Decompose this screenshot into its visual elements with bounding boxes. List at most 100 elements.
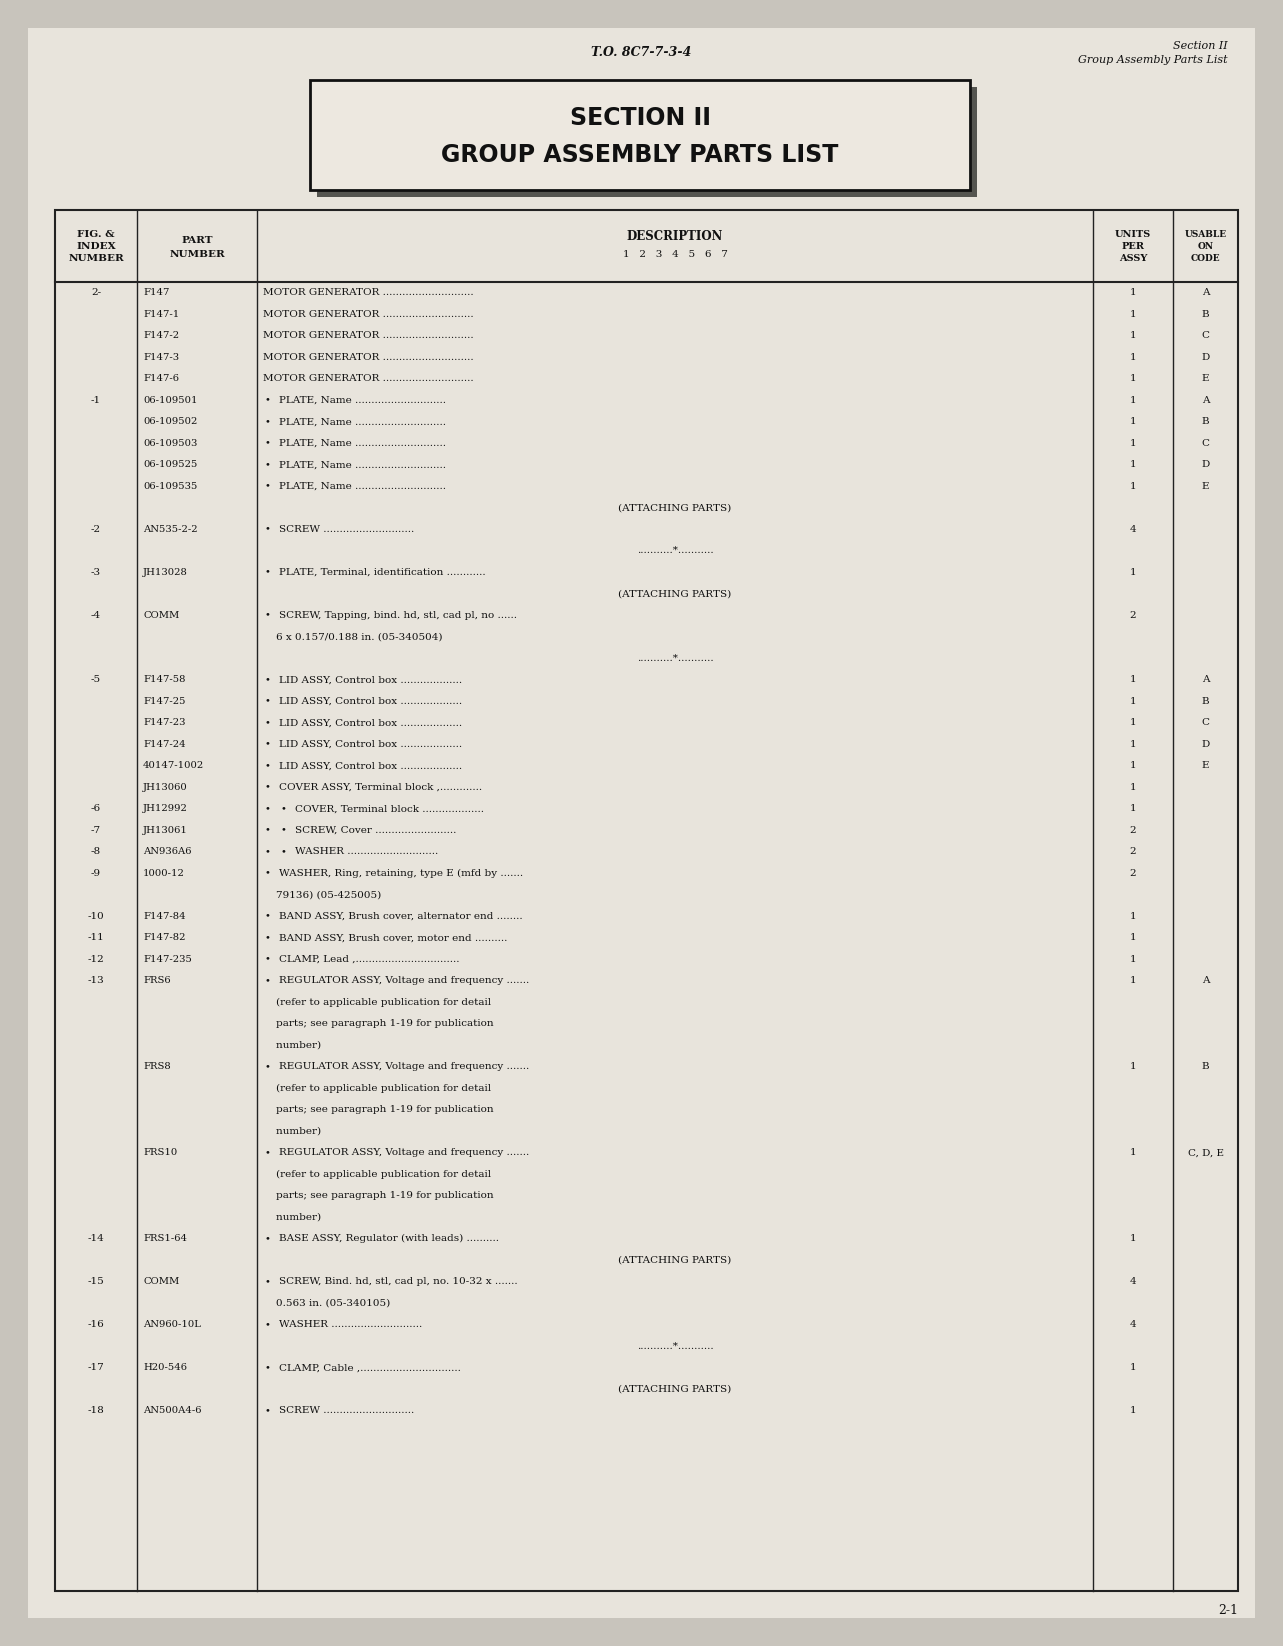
Text: E: E — [1202, 482, 1210, 491]
Bar — [317, 87, 976, 198]
Text: (refer to applicable publication for detail: (refer to applicable publication for det… — [263, 997, 491, 1007]
Text: •: • — [281, 848, 287, 856]
Text: A: A — [1202, 976, 1210, 986]
Text: •: • — [266, 1363, 271, 1373]
Text: SCREW, Tapping, bind. hd, stl, cad pl, no ......: SCREW, Tapping, bind. hd, stl, cad pl, n… — [278, 611, 517, 621]
Text: •: • — [266, 1277, 271, 1286]
Text: C: C — [1201, 439, 1210, 448]
Text: 1: 1 — [1130, 955, 1137, 965]
Text: (ATTACHING PARTS): (ATTACHING PARTS) — [618, 589, 731, 597]
Text: •: • — [266, 1320, 271, 1330]
Text: •: • — [266, 826, 271, 835]
Text: D: D — [1201, 739, 1210, 749]
Text: -13: -13 — [87, 976, 104, 986]
Text: 2-: 2- — [91, 288, 101, 298]
Text: •: • — [266, 1406, 271, 1416]
Text: 2: 2 — [1130, 826, 1137, 835]
Text: number): number) — [263, 1128, 321, 1136]
Text: WASHER, Ring, retaining, type E (mfd by .......: WASHER, Ring, retaining, type E (mfd by … — [278, 869, 523, 877]
Text: (ATTACHING PARTS): (ATTACHING PARTS) — [618, 1384, 731, 1394]
Text: F147-6: F147-6 — [142, 374, 180, 384]
Text: 1: 1 — [1130, 439, 1137, 448]
Text: 4: 4 — [1130, 1320, 1137, 1330]
Text: -10: -10 — [87, 912, 104, 920]
Text: 06-109502: 06-109502 — [142, 416, 198, 426]
Text: -11: -11 — [87, 933, 104, 942]
Text: SCREW, Cover .........................: SCREW, Cover ......................... — [295, 826, 457, 835]
Text: •: • — [266, 696, 271, 706]
Text: CLAMP, Cable ,...............................: CLAMP, Cable ,..........................… — [278, 1363, 461, 1373]
Text: F147-1: F147-1 — [142, 309, 180, 319]
Text: AN500A4-6: AN500A4-6 — [142, 1406, 201, 1416]
Text: INDEX: INDEX — [76, 242, 115, 250]
Text: parts; see paragraph 1-19 for publication: parts; see paragraph 1-19 for publicatio… — [263, 1019, 494, 1029]
Text: MOTOR GENERATOR ............................: MOTOR GENERATOR ........................… — [263, 288, 473, 298]
Text: •: • — [266, 955, 271, 965]
Text: 1: 1 — [1130, 976, 1137, 986]
Text: 1: 1 — [1130, 675, 1137, 685]
Text: E: E — [1202, 760, 1210, 770]
Text: C, D, E: C, D, E — [1188, 1149, 1224, 1157]
Text: FRS1-64: FRS1-64 — [142, 1234, 187, 1243]
Text: •: • — [281, 805, 287, 813]
Text: LID ASSY, Control box ...................: LID ASSY, Control box ..................… — [278, 718, 462, 728]
Text: -5: -5 — [91, 675, 101, 685]
Text: •: • — [266, 525, 271, 533]
Text: FIG. &: FIG. & — [77, 229, 114, 239]
Text: 1: 1 — [1130, 1149, 1137, 1157]
Text: BASE ASSY, Regulator (with leads) ..........: BASE ASSY, Regulator (with leads) ......… — [278, 1234, 499, 1243]
Text: LID ASSY, Control box ...................: LID ASSY, Control box ..................… — [278, 675, 462, 685]
Text: parts; see paragraph 1-19 for publication: parts; see paragraph 1-19 for publicatio… — [263, 1192, 494, 1200]
Text: 2-1: 2-1 — [1218, 1605, 1238, 1618]
Text: 4: 4 — [1130, 1277, 1137, 1286]
Text: MOTOR GENERATOR ............................: MOTOR GENERATOR ........................… — [263, 352, 473, 362]
Text: A: A — [1202, 395, 1210, 405]
Text: REGULATOR ASSY, Voltage and frequency .......: REGULATOR ASSY, Voltage and frequency ..… — [278, 976, 530, 986]
Text: -2: -2 — [91, 525, 101, 533]
Text: •: • — [266, 933, 271, 942]
Text: CODE: CODE — [1191, 253, 1220, 262]
Text: MOTOR GENERATOR ............................: MOTOR GENERATOR ........................… — [263, 374, 473, 384]
Text: 79136) (05-425005): 79136) (05-425005) — [263, 890, 381, 899]
Text: PLATE, Name ............................: PLATE, Name ............................ — [278, 439, 446, 448]
Text: AN535-2-2: AN535-2-2 — [142, 525, 198, 533]
Text: -14: -14 — [87, 1234, 104, 1243]
Text: 4: 4 — [1130, 525, 1137, 533]
Text: MOTOR GENERATOR ............................: MOTOR GENERATOR ........................… — [263, 309, 473, 319]
Text: •: • — [266, 482, 271, 491]
Text: FRS6: FRS6 — [142, 976, 171, 986]
Text: 1: 1 — [1130, 805, 1137, 813]
Text: •: • — [266, 611, 271, 621]
Text: -17: -17 — [87, 1363, 104, 1373]
Text: -7: -7 — [91, 826, 101, 835]
Text: LID ASSY, Control box ...................: LID ASSY, Control box ..................… — [278, 696, 462, 706]
Text: •: • — [266, 439, 271, 448]
Text: FRS8: FRS8 — [142, 1062, 171, 1072]
Text: B: B — [1202, 696, 1210, 706]
Text: •: • — [266, 869, 271, 877]
Text: JH13028: JH13028 — [142, 568, 187, 576]
Text: 1: 1 — [1130, 309, 1137, 319]
Text: 1: 1 — [1130, 568, 1137, 576]
Text: 40147-1002: 40147-1002 — [142, 760, 204, 770]
Text: F147-25: F147-25 — [142, 696, 186, 706]
Text: (refer to applicable publication for detail: (refer to applicable publication for det… — [263, 1170, 491, 1179]
Text: 1: 1 — [1130, 416, 1137, 426]
Text: ASSY: ASSY — [1119, 253, 1147, 262]
Text: 1: 1 — [1130, 352, 1137, 362]
Text: -1: -1 — [91, 395, 101, 405]
Text: B: B — [1202, 416, 1210, 426]
Text: F147-3: F147-3 — [142, 352, 180, 362]
Text: •: • — [266, 805, 271, 813]
Text: PLATE, Name ............................: PLATE, Name ............................ — [278, 461, 446, 469]
Text: 2: 2 — [1130, 848, 1137, 856]
Text: Group Assembly Parts List: Group Assembly Parts List — [1079, 54, 1228, 64]
Text: 1: 1 — [1130, 1062, 1137, 1072]
Text: A: A — [1202, 675, 1210, 685]
Text: number): number) — [263, 1040, 321, 1050]
Text: SECTION II: SECTION II — [570, 105, 711, 130]
Text: (refer to applicable publication for detail: (refer to applicable publication for det… — [263, 1083, 491, 1093]
Text: •: • — [266, 1062, 271, 1072]
Text: 06-109535: 06-109535 — [142, 482, 198, 491]
Text: •: • — [266, 395, 271, 405]
